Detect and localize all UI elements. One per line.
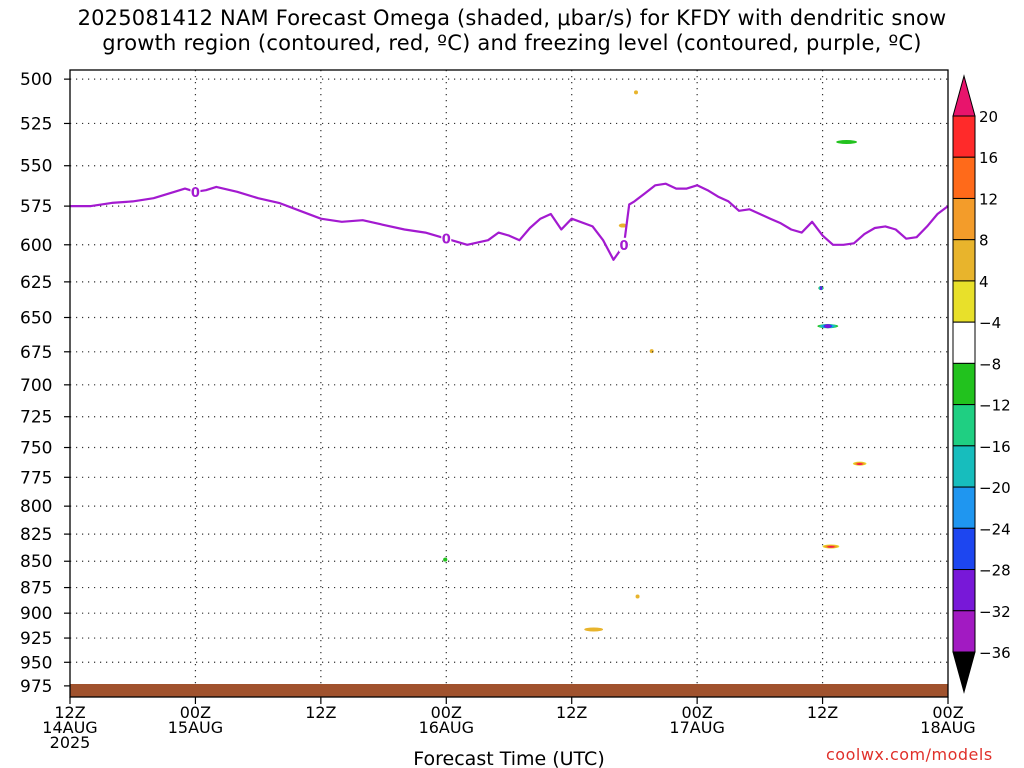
chart-title: 2025081412 NAM Forecast Omega (shaded, μ… — [0, 6, 1024, 56]
y-tick-label-8: 700 — [20, 376, 52, 396]
colorbar-swatch-5 — [952, 280, 976, 323]
colorbar-label-0: 20 — [979, 108, 998, 126]
x-tick-label-3-1: 00Z — [431, 703, 462, 722]
freezing-level-label-0: 0 — [191, 186, 200, 201]
x-tick-label-2-1: 12Z — [305, 703, 336, 722]
y-tick-label-13: 825 — [20, 525, 52, 545]
x-tick-label-5-1: 00Z — [681, 703, 712, 722]
colorbar-swatch-11 — [952, 527, 976, 571]
x-tick-label-0-2: 14AUG — [42, 718, 97, 737]
freezing-level-label-bg-0 — [190, 184, 201, 199]
y-tick-label-15: 875 — [20, 579, 52, 599]
x-tick-label-7-1: 00Z — [932, 703, 963, 722]
x-axis-title: Forecast Time (UTC) — [413, 748, 604, 768]
chart-title-line-1: 2025081412 NAM Forecast Omega (shaded, μ… — [77, 6, 947, 30]
freezing-level-line — [70, 182, 949, 261]
y-tick-label-12: 800 — [20, 497, 52, 517]
x-tick-label-4-1: 12Z — [556, 703, 587, 722]
y-tick-label-14: 850 — [20, 552, 52, 572]
colorbar-label-11: −28 — [979, 562, 1011, 580]
colorbar-label-1: 16 — [979, 149, 998, 167]
colorbar-label-10: −24 — [979, 520, 1011, 538]
y-tick-label-16: 900 — [20, 604, 52, 624]
omega-region-4 — [633, 90, 638, 95]
y-tick-label-7: 675 — [20, 343, 52, 363]
omega-region-10-ring-5 — [857, 463, 863, 465]
colorbar-label-9: −20 — [979, 479, 1011, 497]
y-tick-label-19: 975 — [20, 677, 52, 697]
y-tick-label-17: 925 — [20, 629, 52, 649]
x-tick-label-1-1: 00Z — [180, 703, 211, 722]
colorbar-label-6: −8 — [979, 355, 1001, 373]
colorbar-swatch-2 — [952, 156, 976, 199]
x-tick-label-7-2: 18AUG — [920, 718, 975, 737]
omega-region-5 — [649, 349, 654, 354]
chart-title-line-2: growth region (contoured, red, ºC) and f… — [102, 31, 922, 55]
x-tick-label-3-2: 16AUG — [419, 718, 474, 737]
y-tick-label-5: 625 — [20, 273, 52, 293]
x-tick-label-5-2: 17AUG — [669, 718, 724, 737]
colorbar-label-5: −4 — [979, 314, 1001, 332]
x-tick-label-1-2: 15AUG — [168, 718, 223, 737]
colorbar-swatch-6 — [952, 321, 976, 364]
freezing-level-label-2: 0 — [619, 239, 628, 254]
terrain-band — [70, 684, 948, 697]
credit-link[interactable]: coolwx.com/models — [826, 745, 993, 764]
colorbar-swatch-8 — [952, 404, 976, 447]
y-tick-label-9: 725 — [20, 408, 52, 428]
omega-region-8 — [836, 139, 858, 144]
y-tick-label-3: 575 — [20, 197, 52, 217]
colorbar-swatch-9 — [952, 445, 976, 488]
y-tick-label-6: 650 — [20, 309, 52, 329]
colorbar-label-8: −16 — [979, 438, 1011, 456]
colorbar-swatch-3 — [952, 197, 976, 241]
freezing-level-label-bg-2 — [618, 237, 629, 252]
x-tick-label-0-1: 12Z — [54, 703, 85, 722]
omega-region-9-ring-5 — [828, 546, 834, 548]
colorbar-label-12: −32 — [979, 603, 1011, 621]
terrain-layer — [70, 684, 948, 697]
y-tick-label-11: 775 — [20, 468, 52, 488]
y-axis: 500 525 550 575 600 625 650 675 700 725 750 775 800 8… — [20, 70, 70, 697]
freezing-level-label-bg-1 — [441, 231, 452, 246]
omega-region-0 — [443, 557, 448, 562]
omega-region-2 — [618, 223, 628, 228]
omega-region-1 — [584, 627, 604, 632]
y-tick-label-18: 950 — [20, 653, 52, 673]
y-tick-label-0: 500 — [20, 70, 52, 90]
colorbar-swatch-7 — [952, 362, 976, 406]
omega-region-6-ring-5 — [824, 324, 831, 329]
colorbar-label-13: −36 — [979, 644, 1011, 662]
colorbar-arrow-top — [952, 74, 976, 117]
x-tick-label-6-1: 12Z — [807, 703, 838, 722]
colorbar-label-7: −12 — [979, 397, 1011, 415]
colorbar-label-3: 8 — [979, 232, 989, 250]
colorbar-swatch-12 — [952, 569, 976, 612]
colorbar: 20 16 12 8 4 −4 −8 −12 −16 −20 −24 −28 −32 −36 — [952, 74, 1011, 694]
omega-region-3 — [635, 594, 640, 599]
colorbar-arrow-bottom — [952, 651, 976, 694]
colorbar-label-2: 12 — [979, 190, 998, 208]
freezing-level-layer: 0 0 0 — [70, 182, 949, 261]
colorbar-swatch-13 — [952, 610, 976, 653]
plot-frame — [69, 69, 949, 698]
colorbar-swatch-1 — [952, 115, 976, 158]
plot-frame-layer — [69, 69, 949, 698]
omega-region-7-ring-5 — [820, 286, 822, 291]
colorbar-swatch-4 — [952, 239, 976, 282]
x-tick-label-0-3: 2025 — [50, 733, 91, 752]
y-tick-label-10: 750 — [20, 439, 52, 459]
y-tick-label-2: 550 — [20, 157, 52, 177]
omega-shading-layer — [443, 90, 867, 632]
y-tick-label-4: 600 — [20, 236, 52, 256]
grid-layer — [70, 70, 948, 697]
freezing-level-label-1: 0 — [442, 233, 451, 248]
y-tick-label-1: 525 — [20, 114, 52, 134]
colorbar-swatch-10 — [952, 486, 976, 529]
colorbar-label-4: 4 — [979, 273, 989, 291]
